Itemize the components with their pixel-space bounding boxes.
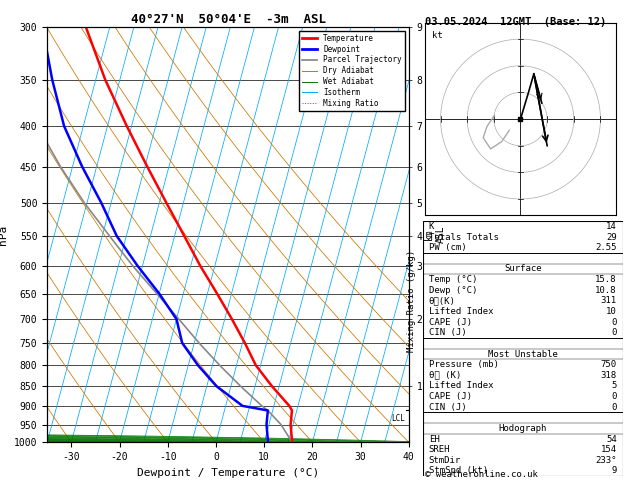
Text: LCL: LCL: [391, 414, 405, 423]
Text: 10: 10: [606, 307, 616, 316]
Text: Temp (°C): Temp (°C): [429, 275, 477, 284]
Text: 318: 318: [601, 371, 616, 380]
Text: Dewp (°C): Dewp (°C): [429, 286, 477, 295]
Text: CAPE (J): CAPE (J): [429, 318, 472, 327]
X-axis label: Dewpoint / Temperature (°C): Dewpoint / Temperature (°C): [137, 468, 319, 478]
Text: 9: 9: [611, 467, 616, 475]
Text: 29: 29: [606, 233, 616, 242]
Text: 54: 54: [606, 434, 616, 444]
Text: 233°: 233°: [595, 456, 616, 465]
Text: Surface: Surface: [504, 264, 542, 274]
Text: Hodograph: Hodograph: [499, 424, 547, 433]
Text: Lifted Index: Lifted Index: [429, 382, 493, 390]
Y-axis label: hPa: hPa: [0, 225, 8, 244]
Text: Totals Totals: Totals Totals: [429, 233, 499, 242]
Text: CIN (J): CIN (J): [429, 328, 466, 337]
Text: Pressure (mb): Pressure (mb): [429, 360, 499, 369]
Text: SREH: SREH: [429, 445, 450, 454]
Text: Lifted Index: Lifted Index: [429, 307, 493, 316]
Text: 14: 14: [606, 222, 616, 231]
Legend: Temperature, Dewpoint, Parcel Trajectory, Dry Adiabat, Wet Adiabat, Isotherm, Mi: Temperature, Dewpoint, Parcel Trajectory…: [299, 31, 405, 111]
Text: StmDir: StmDir: [429, 456, 461, 465]
Text: θᴄ(K): θᴄ(K): [429, 296, 455, 305]
Text: θᴄ (K): θᴄ (K): [429, 371, 461, 380]
Text: PW (cm): PW (cm): [429, 243, 466, 252]
Text: Most Unstable: Most Unstable: [487, 349, 558, 359]
Text: 15.8: 15.8: [595, 275, 616, 284]
Text: 154: 154: [601, 445, 616, 454]
Text: CAPE (J): CAPE (J): [429, 392, 472, 401]
Text: 0: 0: [611, 392, 616, 401]
Text: 0: 0: [611, 328, 616, 337]
Text: 2.55: 2.55: [595, 243, 616, 252]
Text: kt: kt: [432, 31, 443, 40]
Text: 750: 750: [601, 360, 616, 369]
Text: 10.8: 10.8: [595, 286, 616, 295]
Text: K: K: [429, 222, 434, 231]
Text: 5: 5: [611, 382, 616, 390]
Text: EH: EH: [429, 434, 440, 444]
Text: © weatheronline.co.uk: © weatheronline.co.uk: [425, 469, 537, 479]
Text: 0: 0: [611, 403, 616, 412]
Title: 40°27'N  50°04'E  -3m  ASL: 40°27'N 50°04'E -3m ASL: [130, 13, 326, 26]
Text: CIN (J): CIN (J): [429, 403, 466, 412]
Text: 03.05.2024  12GMT  (Base: 12): 03.05.2024 12GMT (Base: 12): [425, 17, 606, 27]
Text: StmSpd (kt): StmSpd (kt): [429, 467, 488, 475]
Text: 311: 311: [601, 296, 616, 305]
Y-axis label: km
ASL: km ASL: [424, 226, 445, 243]
Text: Mixing Ratio (g/kg): Mixing Ratio (g/kg): [408, 250, 416, 352]
Text: 0: 0: [611, 318, 616, 327]
